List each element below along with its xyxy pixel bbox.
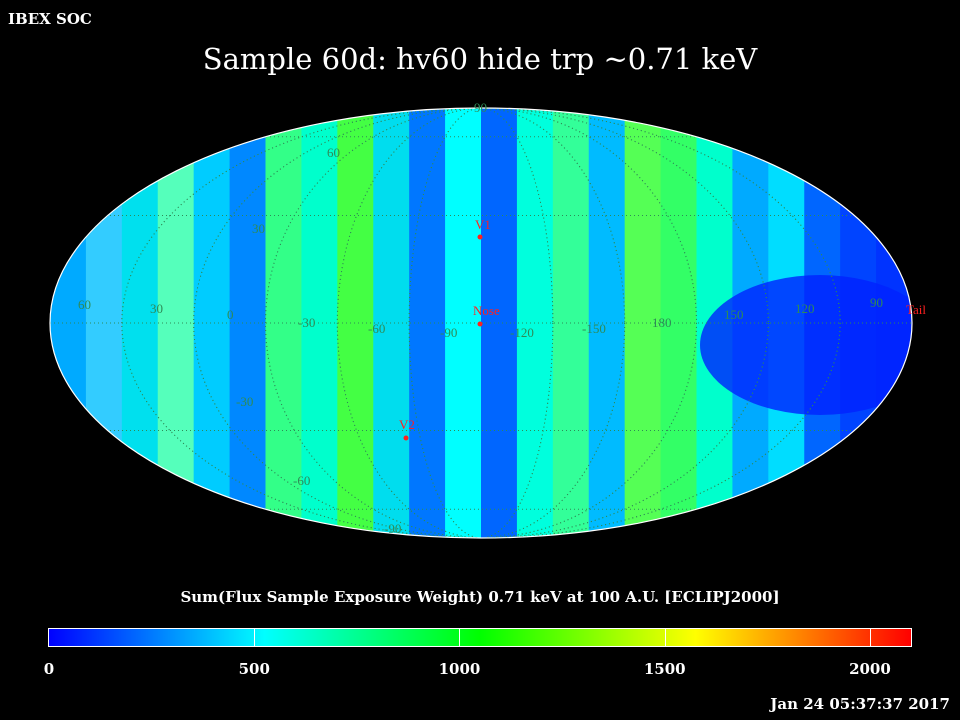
longitude-label: -120 [510, 325, 534, 340]
flux-band [121, 108, 159, 538]
longitude-label: -150 [582, 321, 606, 336]
longitude-label: 60 [78, 297, 91, 312]
graticule-meridian [265, 108, 697, 538]
latitude-label: -30 [236, 394, 253, 409]
flux-band [373, 108, 411, 538]
flux-band [516, 108, 554, 538]
flux-band [157, 108, 195, 538]
graticule-meridian [193, 108, 769, 538]
latitude-label: 30 [252, 221, 265, 236]
longitude-label: -60 [368, 321, 385, 336]
colorbar-tick-label: 500 [238, 660, 270, 678]
graticule-meridian [121, 108, 841, 538]
latitude-label: 60 [327, 145, 340, 160]
map-outline [49, 107, 913, 539]
longitude-label: 0 [227, 307, 234, 322]
marker-label: Nose [473, 303, 500, 318]
marker-dot [477, 321, 483, 327]
colorbar-tick-label: 2000 [849, 660, 891, 678]
colorbar [48, 628, 912, 647]
longitude-label: 180 [652, 315, 672, 330]
flux-band [50, 108, 87, 538]
flux-band [265, 108, 303, 538]
colorbar-title: Sum(Flux Sample Exposure Weight) 0.71 ke… [180, 588, 780, 606]
latitude-label: -90 [384, 521, 401, 536]
tail-region [700, 275, 912, 415]
longitude-label: 150 [724, 307, 744, 322]
flux-band [229, 108, 267, 538]
longitude-label: 90 [870, 295, 883, 310]
flux-band [481, 108, 518, 538]
graticule-meridian [336, 108, 626, 538]
colorbar-tick [869, 629, 871, 646]
latitude-label: 90 [474, 100, 487, 115]
flux-band [85, 108, 123, 538]
flux-band [409, 108, 447, 538]
longitude-label: 120 [795, 301, 815, 316]
marker-label: V2 [399, 417, 415, 432]
longitude-label: -90 [440, 325, 457, 340]
marker-dot [477, 234, 483, 240]
flux-band [193, 108, 231, 538]
marker-label: V1 [475, 217, 491, 232]
colorbar-tick [459, 629, 461, 646]
colorbar-tick [664, 629, 666, 646]
flux-band [337, 108, 375, 538]
flux-band [445, 108, 482, 538]
longitude-label: 30 [150, 301, 163, 316]
marker-dot [403, 435, 409, 441]
colorbar-tick [254, 629, 256, 646]
colorbar-tick-label: 1000 [438, 660, 481, 678]
timestamp: Jan 24 05:37:37 2017 [770, 695, 950, 713]
marker-label: Tail [906, 302, 926, 317]
colorbar-tick-label: 0 [43, 660, 55, 678]
page-title: Sample 60d: hv60 hide trp ~0.71 keV [202, 42, 758, 76]
soc-label: IBEX SOC [8, 10, 92, 28]
latitude-label: -60 [293, 473, 310, 488]
graticule-meridian [408, 108, 554, 538]
colorbar-tick-label: 1500 [643, 660, 686, 678]
longitude-label: -30 [298, 315, 315, 330]
